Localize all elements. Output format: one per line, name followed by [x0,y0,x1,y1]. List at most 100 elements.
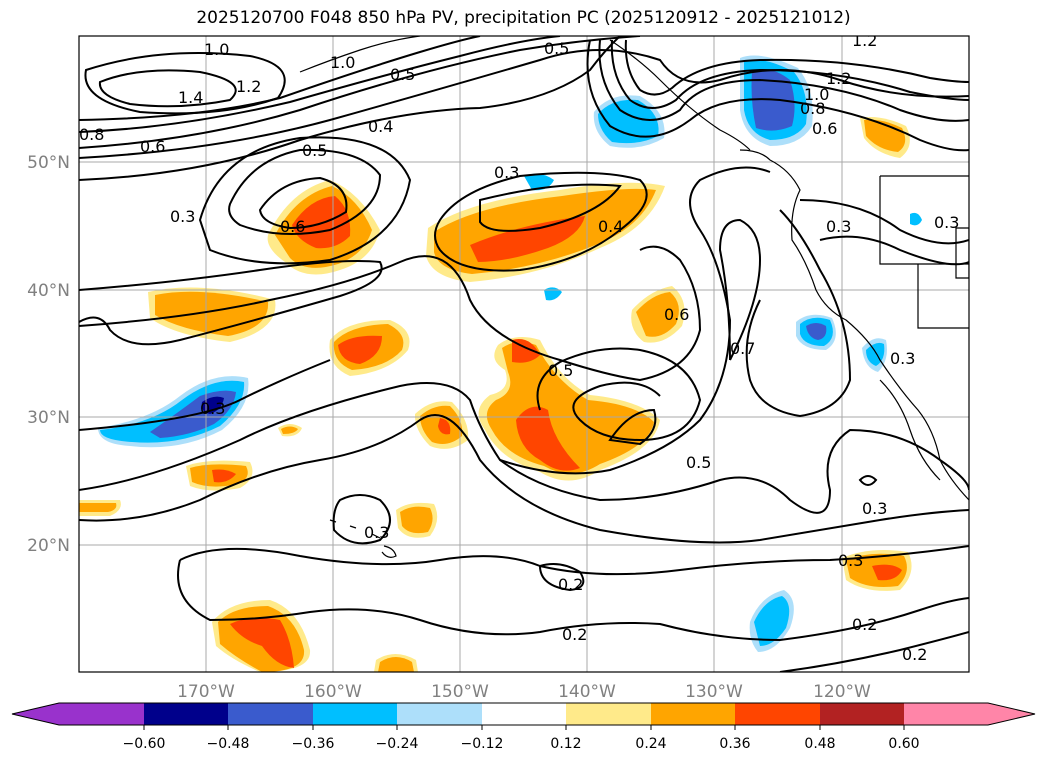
contour-label: 0.3 [364,523,389,542]
map-border [78,35,970,673]
contour-label: 1.2 [236,77,261,96]
colorbar-tick-label: 0.12 [550,736,581,752]
lon-label: 120°W [813,682,871,702]
coastlines [299,36,969,558]
colorbar-extend-high [988,703,1035,725]
contour-label: 0.4 [598,217,623,236]
lon-label: 150°W [431,682,489,702]
precip-area-negative [524,173,554,191]
contour-label: 1.2 [852,31,877,50]
contour-label: 1.4 [178,88,203,107]
contour-label: 0.3 [862,499,887,518]
precip-area-positive [292,196,351,249]
contour-label: 0.3 [838,551,863,570]
contour-label: 1.0 [330,53,355,72]
pv-contour [434,171,648,272]
precip-shading [79,55,922,672]
precip-area-positive [872,564,902,581]
pv-contour [79,382,969,514]
pv-contour [177,559,969,642]
pv-contour [79,36,621,181]
colorbar-segment [228,703,313,725]
map-panel: 1.0 1.4 1.2 0.8 0.6 1.0 0.5 0.4 0.5 1.2 … [79,31,969,672]
precip-area-positive [516,406,580,471]
pv-contour [598,39,969,122]
colorbar-segment [397,703,482,725]
contour-label: 0.7 [730,339,755,358]
colorbar-tick-label: 0.24 [635,736,666,752]
precip-area-negative [806,323,827,340]
contour-label: 0.6 [140,137,165,156]
colorbar-tick-label: 0.36 [719,736,750,752]
colorbar-tick-label: −0.60 [123,736,166,752]
contour-label: 0.5 [548,361,573,380]
lat-axis: 50°N 40°N 30°N 20°N [27,153,70,556]
contour-label: 1.2 [826,69,851,88]
colorbar-segment [820,703,904,725]
precip-area-positive [636,292,679,337]
contour-label: 0.6 [280,217,305,236]
coastline-hawaii [329,519,397,558]
precip-area-positive [400,506,433,534]
pv-contour [98,69,237,108]
contour-label: 0.3 [890,349,915,368]
contour-label: 0.6 [812,119,837,138]
pv-contour [779,631,969,672]
colorbar-tick-label: −0.36 [292,736,335,752]
pv-contour [79,359,331,431]
pv-contour [608,408,657,446]
contour-label: 0.3 [494,163,519,182]
lat-label: 30°N [27,408,70,428]
pv-contour [718,218,762,361]
colorbar-segment [313,703,397,725]
colorbar: −0.60 −0.48 −0.36 −0.24 −0.12 0.12 0.24 … [11,702,1036,752]
pv-contour [479,183,622,232]
coastline-north-america [739,149,969,501]
pv-contour [84,52,286,115]
pv-contours [79,36,969,672]
precip-area-positive [79,503,117,512]
pv-contour [799,199,969,245]
lat-label: 20°N [27,536,70,556]
lon-label: 130°W [685,682,743,702]
precip-area-negative [754,596,790,646]
colorbar-segment [904,703,988,725]
precip-area-positive [470,216,585,262]
pv-contour [79,260,383,346]
contour-label: 1.0 [804,85,829,104]
pv-contour [586,39,969,152]
coastline-alaska-panhandle [609,39,751,151]
contour-label: 0.3 [170,207,195,226]
colorbar-segment [651,703,735,725]
contour-label: 0.8 [800,99,825,118]
precip-area-negative [910,212,922,226]
pv-contour [538,563,585,592]
pv-contour [258,176,348,230]
contour-label: 0.3 [934,213,959,232]
pv-contour [198,136,412,265]
contour-label: 0.5 [686,453,711,472]
pv-contour [79,414,969,544]
contour-label: 0.2 [558,575,583,594]
precip-area-positive [212,469,236,483]
precip-area-negative [201,396,224,414]
lon-label: 160°W [304,682,362,702]
colorbar-ticks [143,725,905,730]
coastline-aleutians [299,36,421,73]
colorbar-segment [144,703,228,725]
contour-label: 0.3 [826,217,851,236]
colorbar-segment [735,703,820,725]
colorbar-tick-label: −0.12 [461,736,504,752]
pv-contour [536,347,702,442]
colorbar-outline [11,702,1036,726]
precip-area-positive [378,657,414,672]
colorbar-tick-label: 0.48 [804,736,835,752]
country-border [879,175,969,329]
precip-area-negative [544,287,562,301]
precip-area-positive [338,335,382,364]
contour-label: 0.2 [902,645,927,664]
lon-label: 170°W [177,682,235,702]
pv-contour [745,209,852,418]
lon-axis: 170°W 160°W 150°W 140°W 130°W 120°W [177,682,871,702]
